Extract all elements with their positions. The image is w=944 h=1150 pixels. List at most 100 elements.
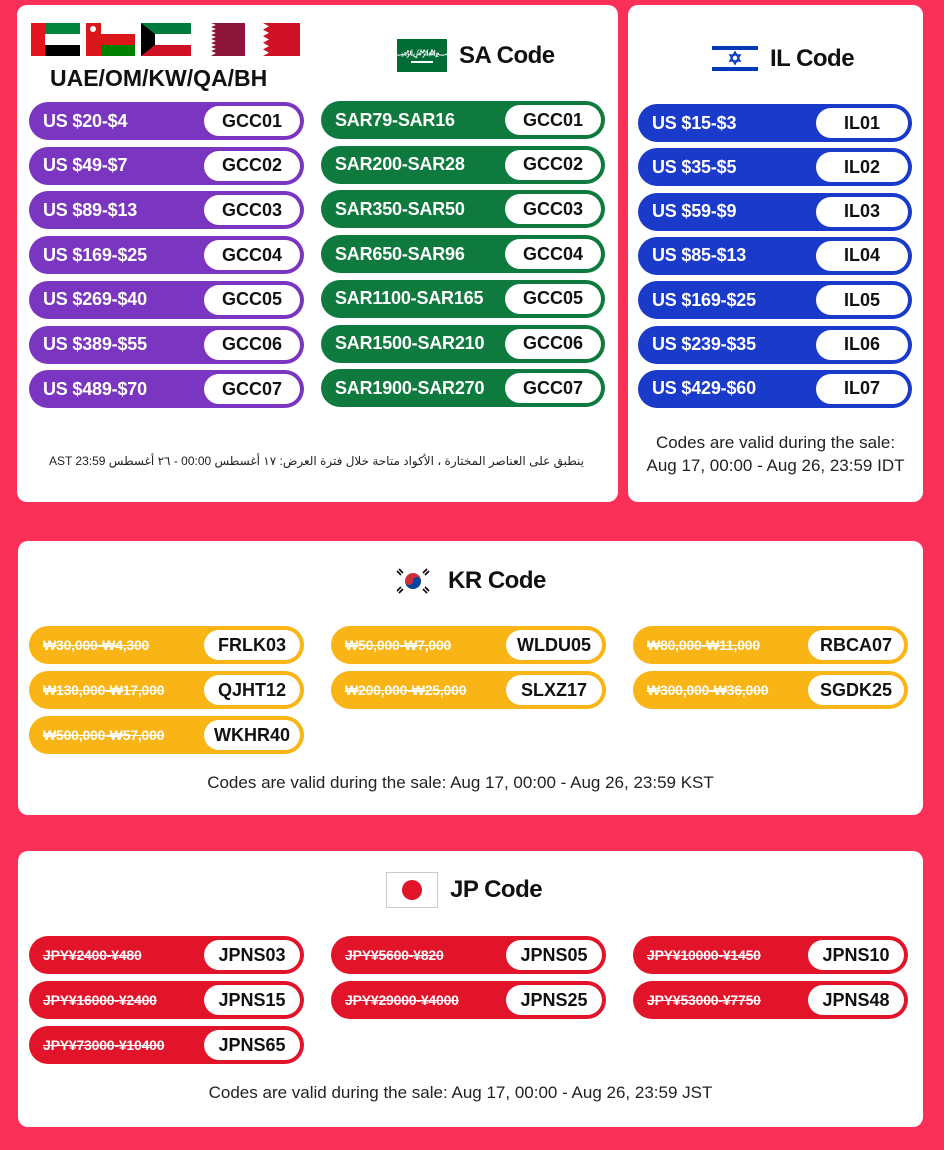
sa-coupon-pill[interactable]: SAR79-SAR16 GCC01 [321, 101, 605, 139]
coupon-amount: US $489-$70 [43, 378, 147, 399]
coupon-code[interactable]: WLDU05 [506, 630, 602, 660]
jp-coupon-pill[interactable]: JPY¥2400-¥480 JPNS03 [29, 936, 304, 974]
sa-coupon-pill[interactable]: SAR650-SAR96 GCC04 [321, 235, 605, 274]
coupon-amount: US $89-$13 [43, 199, 138, 220]
coupon-code[interactable]: JPNS65 [204, 1030, 300, 1060]
coupon-amount: SAR650-SAR96 [335, 243, 465, 264]
coupon-code[interactable]: IL01 [816, 108, 908, 138]
coupon-amount: US $35-$5 [652, 156, 737, 177]
gcc-coupon-pill[interactable]: US $20-$4 GCC01 [29, 102, 304, 140]
coupon-amount: SAR1900-SAR270 [335, 377, 485, 398]
sa-coupon-pill[interactable]: SAR200-SAR28 GCC02 [321, 145, 605, 184]
coupon-amount: ₩80,000-₩11,000 [647, 637, 760, 653]
coupon-code[interactable]: IL04 [816, 240, 908, 271]
coupon-code[interactable]: GCC03 [505, 194, 601, 225]
coupon-code[interactable]: JPNS48 [808, 985, 904, 1015]
il-coupon-pill[interactable]: US $429-$60 IL07 [638, 369, 912, 408]
coupon-code[interactable]: WKHR40 [203, 720, 300, 750]
il-coupon-pill[interactable]: US $59-$9 IL03 [638, 192, 912, 231]
il-note-line1: Codes are valid during the sale: [655, 433, 896, 452]
kr-coupon-pill[interactable]: ₩200,000-₩25,000 SLXZ17 [331, 671, 606, 709]
gcc-coupon-pill[interactable]: US $169-$25 GCC04 [29, 236, 304, 275]
il-coupon-pill[interactable]: US $15-$3 IL01 [638, 104, 912, 142]
coupon-code[interactable]: SLXZ17 [506, 675, 602, 705]
coupon-code[interactable]: IL07 [816, 373, 908, 404]
gcc-coupon-pill[interactable]: US $49-$7 GCC02 [29, 146, 304, 185]
coupon-amount: US $429-$60 [652, 378, 756, 399]
jp-validity-note: Codes are valid during the sale: Aug 17,… [208, 1083, 713, 1102]
kr-coupon-pill[interactable]: ₩30,000-₩4,300 FRLK03 [29, 626, 304, 664]
gcc-coupon-pill[interactable]: US $489-$70 GCC07 [29, 370, 304, 409]
coupon-code[interactable]: GCC05 [204, 284, 300, 315]
jp-coupon-pill[interactable]: JPY¥16000-¥2400 JPNS15 [29, 981, 304, 1019]
coupon-code[interactable]: GCC01 [204, 106, 300, 136]
coupon-code[interactable]: GCC07 [204, 374, 300, 405]
gcc-flags-row [31, 23, 300, 56]
coupon-code[interactable]: GCC04 [204, 240, 300, 271]
svg-text:﷽: ﷽ [397, 48, 447, 59]
coupon-amount: JPY¥2400-¥480 [43, 947, 142, 963]
coupon-code[interactable]: GCC06 [204, 329, 300, 360]
coupon-amount: JPY¥16000-¥2400 [43, 992, 157, 1008]
sa-coupon-pill[interactable]: SAR1900-SAR270 GCC07 [321, 369, 605, 408]
coupon-code[interactable]: GCC02 [204, 150, 300, 181]
sa-coupon-pill[interactable]: SAR350-SAR50 GCC03 [321, 190, 605, 229]
coupon-code[interactable]: JPNS25 [506, 985, 602, 1015]
jp-coupon-pill[interactable]: JPY¥29000-¥4000 JPNS25 [331, 981, 606, 1019]
kr-coupon-pill[interactable]: ₩500,000-₩57,000 WKHR40 [29, 716, 304, 754]
coupon-amount: ₩130,000-₩17,000 [43, 682, 165, 698]
gcc-sa-card: UAE/OM/KW/QA/BH ﷽ SA Code US $20-$4 GCC01… [17, 5, 618, 502]
japan-flag-icon [386, 872, 438, 908]
coupon-code[interactable]: JPNS05 [506, 940, 602, 970]
il-code-title: IL Code [712, 43, 855, 74]
sa-coupon-pill[interactable]: SAR1500-SAR210 GCC06 [321, 324, 605, 363]
kr-coupon-pill[interactable]: ₩80,000-₩11,000 RBCA07 [633, 626, 908, 664]
il-coupon-pill[interactable]: US $169-$25 IL05 [638, 281, 912, 320]
il-coupon-pill[interactable]: US $85-$13 IL04 [638, 236, 912, 275]
coupon-amount: SAR1100-SAR165 [335, 288, 484, 309]
coupon-code[interactable]: QJHT12 [204, 675, 300, 705]
sa-coupon-pill[interactable]: SAR1100-SAR165 GCC05 [321, 279, 605, 318]
coupon-code[interactable]: GCC02 [505, 149, 601, 180]
coupon-code[interactable]: GCC05 [505, 283, 601, 314]
coupon-code[interactable]: IL02 [816, 152, 908, 183]
kr-coupon-pill[interactable]: ₩300,000-₩36,000 SGDK25 [633, 671, 908, 709]
il-coupon-pill[interactable]: US $35-$5 IL02 [638, 148, 912, 187]
gcc-coupon-pill[interactable]: US $389-$55 GCC06 [29, 325, 304, 364]
kr-coupon-pill[interactable]: ₩130,000-₩17,000 QJHT12 [29, 671, 304, 709]
kr-coupon-pill[interactable]: ₩50,000-₩7,000 WLDU05 [331, 626, 606, 664]
kr-title-text: KR Code [448, 567, 546, 594]
coupon-amount: SAR350-SAR50 [335, 198, 465, 219]
coupon-code[interactable]: GCC07 [505, 373, 601, 404]
jp-coupon-pill[interactable]: JPY¥5600-¥820 JPNS05 [331, 936, 606, 974]
gcc-coupon-pill[interactable]: US $269-$40 GCC05 [29, 280, 304, 319]
kr-code-title: KR Code [390, 565, 546, 597]
jp-coupon-pill[interactable]: JPY¥73000-¥10400 JPNS65 [29, 1026, 304, 1064]
coupon-amount: SAR1500-SAR210 [335, 333, 485, 353]
coupon-code[interactable]: GCC06 [505, 328, 601, 359]
coupon-code[interactable]: IL05 [816, 285, 908, 316]
il-coupon-pill[interactable]: US $239-$35 IL06 [638, 325, 912, 364]
coupon-amount: US $59-$9 [652, 201, 737, 222]
coupon-amount: SAR200-SAR28 [335, 154, 465, 175]
coupon-code[interactable]: JPNS15 [204, 985, 300, 1015]
coupon-code[interactable]: FRLK03 [204, 630, 300, 660]
il-card: IL Code US $15-$3 IL01 US $35-$5 IL02 US $59… [628, 5, 923, 502]
coupon-code[interactable]: JPNS03 [204, 940, 300, 970]
jp-coupon-pill[interactable]: JPY¥10000-¥1450 JPNS10 [633, 936, 908, 974]
il-note-line2: Aug 17, 00:00 - Aug 26, 23:59 IDT [646, 456, 905, 475]
coupon-code[interactable]: RBCA07 [808, 630, 904, 660]
coupon-code[interactable]: IL03 [816, 196, 908, 227]
coupon-amount: JPY¥5600-¥820 [345, 947, 444, 963]
coupon-code[interactable]: IL06 [816, 329, 908, 360]
coupon-code[interactable]: GCC04 [505, 239, 601, 270]
coupon-code[interactable]: GCC03 [204, 195, 300, 226]
saudi-arabia-flag-icon: ﷽ [397, 39, 447, 72]
gcc-coupon-pill[interactable]: US $89-$13 GCC03 [29, 191, 304, 230]
jp-coupon-pill[interactable]: JPY¥53000-¥7750 JPNS48 [633, 981, 908, 1019]
coupon-code[interactable]: JPNS10 [808, 940, 904, 970]
uae-flag-icon [31, 23, 80, 56]
coupon-code[interactable]: GCC01 [505, 105, 601, 135]
coupon-code[interactable]: SGDK25 [808, 675, 904, 705]
coupon-amount: US $49-$7 [43, 155, 128, 176]
